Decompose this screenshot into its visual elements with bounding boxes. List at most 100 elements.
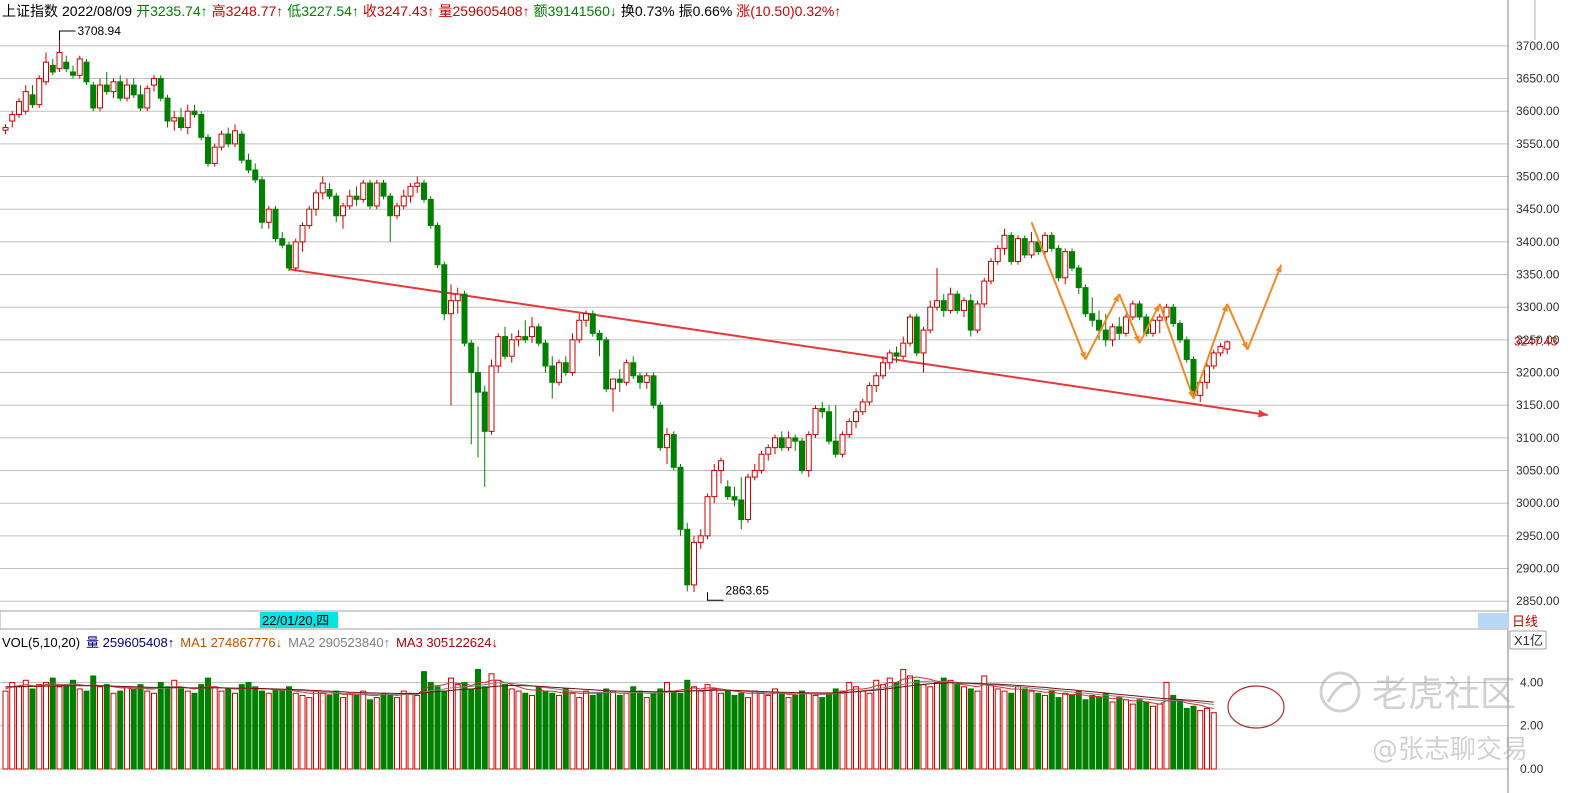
candle-up	[1156, 316, 1163, 321]
candle-up	[846, 421, 853, 436]
candle-down	[562, 362, 569, 374]
candle-up	[873, 375, 880, 387]
candle-down	[1183, 339, 1190, 360]
volume-bar-up	[643, 697, 650, 770]
volume-bar-down	[542, 690, 549, 770]
candle-up	[812, 407, 819, 436]
volume-annotation-ellipse	[1227, 685, 1285, 729]
price-tick-label: 3350.00	[1516, 268, 1560, 282]
volume-bar-up	[839, 690, 846, 770]
candle-up	[299, 225, 306, 243]
volume-bar-up	[691, 686, 697, 770]
volume-bar-up	[1210, 712, 1217, 770]
volume-bar-up	[488, 673, 495, 770]
volume-bar-up	[1015, 686, 1021, 770]
candle-down	[1082, 287, 1089, 315]
volume-bar-down	[1048, 690, 1055, 770]
candle-up	[880, 362, 886, 377]
period-label[interactable]: 日线	[1512, 614, 1538, 629]
volume-tick-label: 0.00	[1520, 762, 1544, 776]
volume-bar-down	[1089, 694, 1096, 770]
volume-bar-down	[1183, 707, 1190, 770]
volume-bar-up	[151, 692, 157, 770]
volume-bar-down	[481, 686, 488, 770]
candle-up	[2, 127, 9, 131]
candle-up	[961, 300, 967, 311]
candle-down	[63, 61, 70, 70]
volume-bar-down	[353, 694, 360, 770]
price-tick-label: 3250.00	[1516, 333, 1560, 347]
volume-bar-down	[441, 690, 448, 770]
date-axis-strip	[0, 610, 1509, 630]
volume-bar-down	[549, 692, 556, 770]
candle-up	[718, 460, 724, 472]
candle-down	[1089, 313, 1096, 321]
candle-up	[745, 476, 751, 521]
candle-down	[589, 313, 596, 334]
price-tick-label: 3600.00	[1516, 104, 1560, 118]
volume-bar-up	[934, 681, 940, 770]
volume-bar-up	[974, 690, 981, 770]
candle-up	[76, 58, 83, 76]
candle-up	[340, 205, 346, 217]
candle-down	[819, 407, 826, 413]
candle-down	[245, 159, 252, 171]
vol-ma2: MA2 290523840↑	[288, 635, 391, 650]
volume-bar-down	[589, 694, 596, 770]
volume-bar-up	[454, 684, 461, 770]
volume-bar-down	[421, 671, 427, 770]
candle-up	[488, 365, 495, 432]
candle-down	[252, 169, 259, 181]
volume-bar-down	[832, 688, 839, 770]
volume-bar-up	[1163, 681, 1170, 770]
volume-bar-down	[272, 688, 279, 770]
volume-bar-up	[704, 684, 711, 770]
candle-down	[353, 195, 360, 200]
volume-bar-down	[1177, 699, 1183, 770]
volume-bar-up	[56, 686, 63, 770]
volume-bar-down	[252, 686, 259, 770]
volume-bar-down	[502, 684, 508, 770]
scroll-thumb[interactable]	[1478, 613, 1508, 628]
volume-bar-up	[292, 692, 299, 770]
volume-bar-up	[299, 694, 306, 770]
candle-down	[954, 293, 961, 311]
price-tick-label: 3700.00	[1516, 39, 1560, 53]
candle-down	[90, 84, 97, 109]
volume-bar-up	[1062, 692, 1069, 770]
scale-label: X1亿	[1514, 633, 1543, 648]
volume-bar-down	[137, 684, 144, 770]
candle-down	[286, 244, 292, 269]
quote-date: 2022/08/09	[62, 3, 133, 19]
volume-bar-up	[1204, 707, 1210, 770]
price-grid	[0, 45, 1508, 602]
volume-bar-up	[711, 688, 718, 770]
projection-arrowhead	[1275, 264, 1282, 273]
candle-down	[137, 94, 144, 109]
volume-bar-up	[1028, 690, 1035, 770]
candle-down	[29, 94, 36, 106]
candle-down	[616, 378, 623, 383]
volume-bar-up	[373, 697, 380, 770]
candle-up	[56, 51, 63, 70]
volume-bar-up	[853, 686, 859, 770]
volume-bar-down	[427, 681, 434, 770]
volume-bar-down	[954, 684, 961, 770]
high-value: 高3248.77↑	[211, 3, 284, 19]
price-tick-label: 3100.00	[1516, 431, 1560, 445]
volume-bars	[2, 668, 1217, 770]
volume-bar-down	[1143, 701, 1150, 770]
candle-down	[205, 136, 211, 164]
candle-up	[1001, 234, 1008, 249]
volume-tick-label: 2.00	[1520, 719, 1544, 733]
candle-down	[826, 411, 832, 442]
candle-up	[144, 87, 151, 109]
volume-bar-up	[745, 697, 751, 770]
projection-arrowhead	[1188, 390, 1194, 399]
volume-bar-down	[333, 690, 340, 770]
volume-bar-down	[63, 684, 70, 770]
candle-down	[434, 225, 441, 266]
volume-tick-label: 4.00	[1520, 675, 1544, 689]
volume-bar-up	[36, 684, 43, 770]
candle-down	[1177, 323, 1183, 341]
